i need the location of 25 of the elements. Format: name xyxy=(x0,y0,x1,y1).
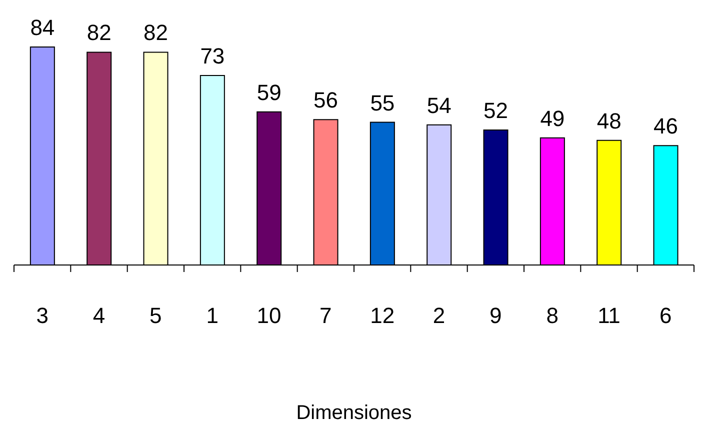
x-tick-label: 12 xyxy=(370,303,395,328)
data-label: 46 xyxy=(654,114,678,139)
x-tick-label: 8 xyxy=(546,303,558,328)
data-label: 56 xyxy=(314,88,338,113)
x-tick-label: 7 xyxy=(320,303,332,328)
x-tick-label: 11 xyxy=(598,303,620,328)
x-tick-label: 3 xyxy=(36,303,48,328)
x-tick-label: 2 xyxy=(432,303,446,328)
x-tick-label: 1 xyxy=(206,303,218,328)
x-axis-title: Dimensiones xyxy=(296,402,412,423)
data-label: 54 xyxy=(426,92,452,118)
data-label: 48 xyxy=(596,108,622,134)
data-label: 82 xyxy=(144,20,168,46)
x-tick-label: 5 xyxy=(150,303,162,328)
data-label: 84 xyxy=(30,15,55,40)
x-tick-label: 9 xyxy=(490,303,502,328)
data-label: 52 xyxy=(484,98,508,124)
x-tick-label: 10 xyxy=(256,303,282,328)
data-label: 49 xyxy=(540,106,565,131)
x-tick-label: 6 xyxy=(660,303,672,328)
data-label: 59 xyxy=(256,80,282,105)
data-label: 73 xyxy=(200,44,225,69)
x-tick-label: 4 xyxy=(92,303,106,328)
data-label: 82 xyxy=(86,20,112,46)
data-label: 55 xyxy=(370,90,395,116)
